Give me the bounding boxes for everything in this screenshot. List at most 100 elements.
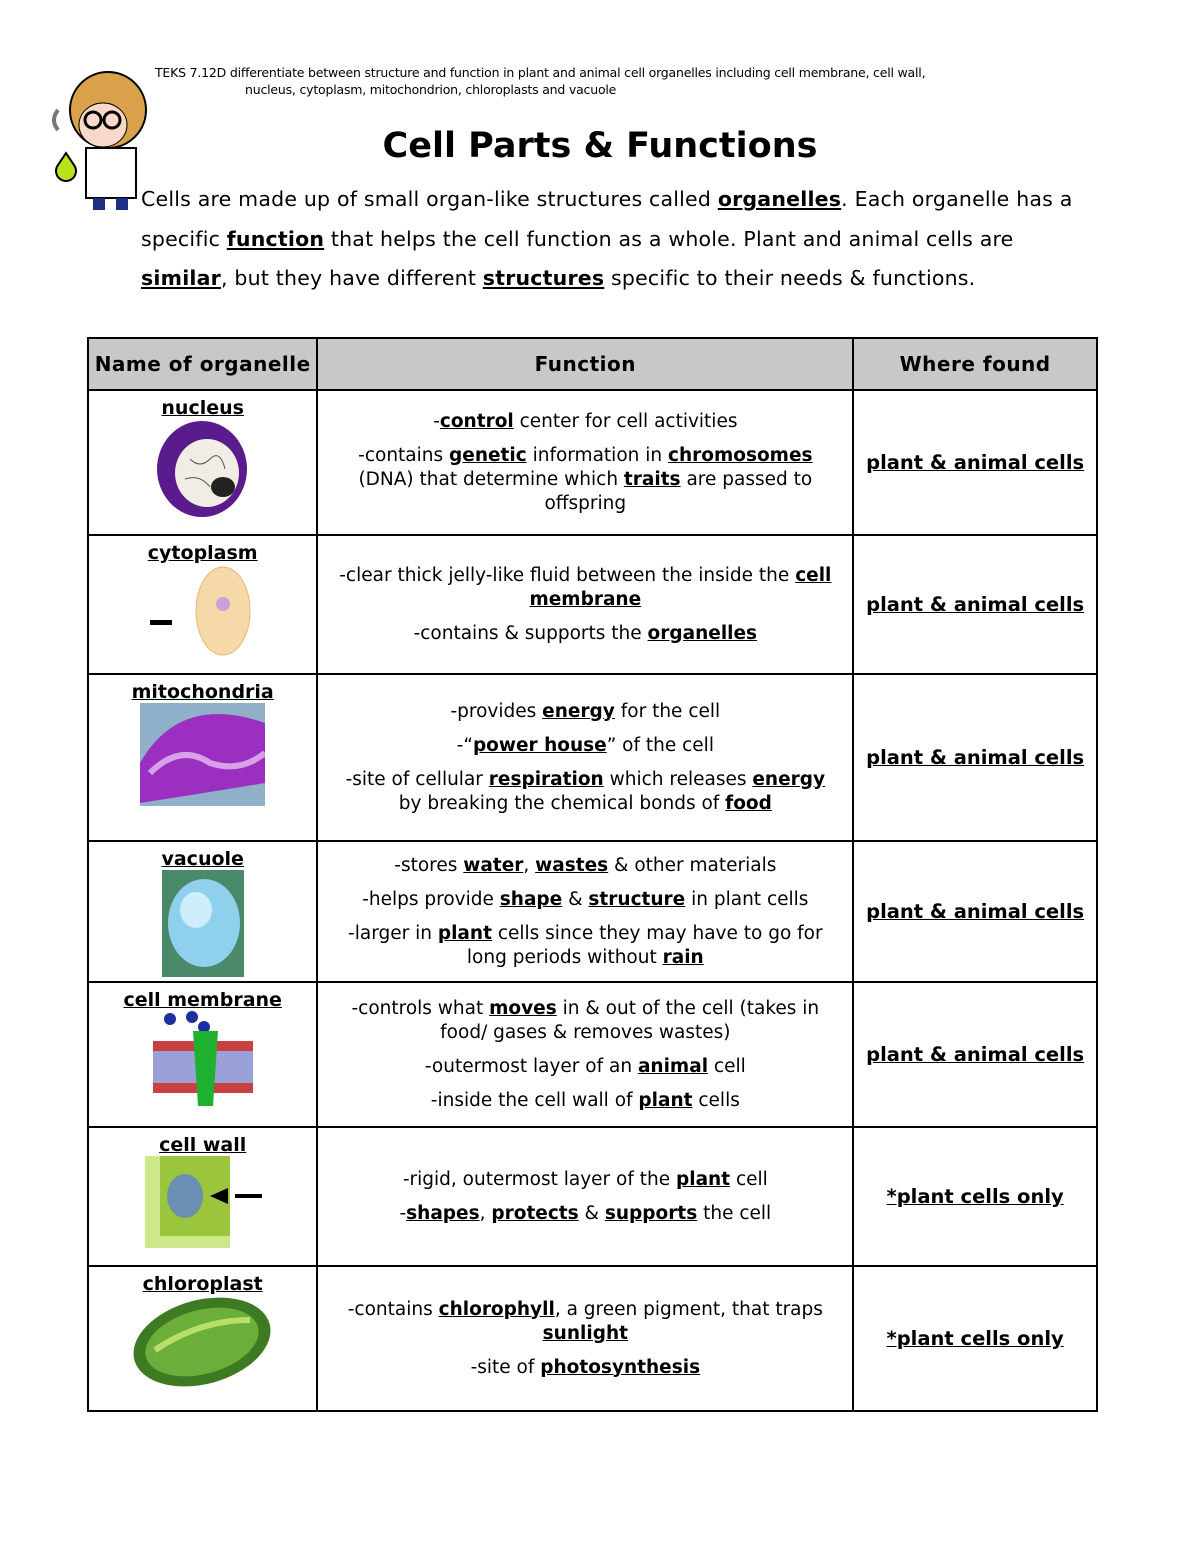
text-segment: - [433,410,440,432]
text-segment: & other materials [608,854,777,876]
header-where-found: Where found [852,337,1098,391]
text-segment: in & out of the cell (takes in food/ gas… [440,997,820,1043]
text-segment: that helps the cell function as a whole.… [324,226,1014,251]
text-segment: specific to their needs & functions. [604,266,976,290]
text-segment: cells [692,1089,740,1111]
function-line: -inside the cell wall of plant cells [334,1089,836,1113]
function-line: -site of cellular respiration which rele… [334,768,836,816]
scientist-clipart [52,71,147,210]
function-line: -contains genetic information in chromos… [334,444,836,516]
nucleus-image [155,421,250,523]
text-segment: -larger in [348,922,438,944]
cytoplasm-image [148,566,258,663]
page-title: Cell Parts & Functions [382,126,818,166]
key-term: wastes [535,854,609,876]
text-segment: , [479,1202,492,1224]
text-segment: -site of [470,1356,541,1378]
text-segment: -contains [347,1298,439,1320]
table-header-row: Name of organelle Function Where found [86,337,1098,391]
key-term: similar [141,266,221,290]
organelle-name: cell wall [159,1134,247,1156]
organelle-name: cell membrane [123,989,282,1011]
text-segment: , [523,854,536,876]
function-cell: -rigid, outermost layer of the plant cel… [316,1126,855,1267]
vacuole-image [161,870,244,981]
function-cell: -stores water, wastes & other materials -… [316,840,855,983]
key-term: cell [795,564,832,586]
key-term: membrane [529,588,642,610]
mitochondria-image [140,703,268,810]
function-line: -helps provide shape & structure in plan… [334,888,836,912]
text-segment: -controls what [351,997,490,1019]
function-line: -larger in plant cells since they may ha… [334,922,836,970]
key-term: moves [489,997,557,1019]
table-row: cell membrane -controls what moves in & o… [86,981,1098,1128]
key-term: shapes [406,1202,480,1224]
function-line: -contains chlorophyll, a green pigment, … [334,1298,836,1346]
table-row: mitochondria -provides energy for the cel… [86,673,1098,842]
key-term: energy [752,768,826,790]
function-cell: -clear thick jelly-like fluid between th… [316,534,855,675]
key-term: photosynthesis [540,1356,701,1378]
key-term: respiration [488,768,604,790]
text-segment: & [578,1202,605,1224]
where-found-cell: plant & animal cells [852,981,1098,1128]
function-line: -rigid, outermost layer of the plant cel… [334,1168,836,1192]
organelle-name: chloroplast [142,1273,263,1295]
text-segment: -inside the cell wall of [430,1089,639,1111]
key-term: chromosomes [667,444,813,466]
key-term: food [725,792,772,814]
text-segment: & [562,888,589,910]
key-term: plant [437,922,492,944]
key-term: organelles [647,622,758,644]
key-term: genetic [449,444,527,466]
text-segment: cell [708,1055,746,1077]
where-found-cell: plant & animal cells [852,840,1098,983]
text-segment: -outermost layer of an [424,1055,638,1077]
table-row: cell wall -rigid, outermost layer of the … [86,1126,1098,1267]
text-segment: cells since they may have to go for long… [466,922,823,968]
key-term: traits [623,468,681,490]
teks-standard: TEKS 7.12D differentiate between structu… [155,64,1055,98]
key-term: organelles [717,187,842,211]
text-segment: -contains & supports the [413,622,648,644]
key-term: structures [482,266,605,290]
key-term: plant [638,1089,693,1111]
organelle-name: vacuole [161,848,244,870]
cell-wall-image [140,1156,265,1252]
text-segment: -provides [450,700,543,722]
organelle-name-cell: cell membrane [86,981,319,1128]
text-segment: cell [730,1168,768,1190]
text-segment: in plant cells [685,888,809,910]
key-term: protects [491,1202,579,1224]
function-cell: -controls what moves in & out of the cel… [316,981,855,1128]
text-segment: - [399,1202,407,1224]
table-row: cytoplasm -clear thick jelly-like fluid b… [86,534,1098,675]
text-segment: which releases [603,768,753,790]
function-line: -“power house” of the cell [334,734,836,758]
key-term: sunlight [542,1322,628,1344]
key-term: energy [542,700,615,722]
key-term: function [226,226,325,251]
text-segment: -clear thick jelly-like fluid between th… [339,564,796,586]
table-row: vacuole -stores water, wastes & other mat… [86,840,1098,983]
text-segment: the cell [697,1202,772,1224]
organelle-name-cell: nucleus [86,389,319,536]
key-term: shape [499,888,563,910]
chloroplast-image [130,1297,275,1394]
text-segment: Cells are made up of small organ-like st… [141,187,718,211]
where-found-cell: plant & animal cells [852,389,1098,536]
key-term: animal [637,1055,709,1077]
function-line: -control center for cell activities [334,410,836,434]
where-found-cell: *plant cells only [852,1126,1098,1267]
key-term: power house [472,734,607,756]
text-segment: -site of cellular [345,768,489,790]
function-line: -outermost layer of an animal cell [334,1055,836,1079]
text-segment: . Each organelle has a specific [141,187,1073,251]
function-cell: -contains chlorophyll, a green pigment, … [316,1265,855,1412]
key-term: structure [588,888,686,910]
function-line: -shapes, protects & supports the cell [334,1202,836,1226]
key-term: rain [662,946,704,968]
organelle-name-cell: cell wall [86,1126,319,1267]
organelle-name-cell: vacuole [86,840,319,983]
